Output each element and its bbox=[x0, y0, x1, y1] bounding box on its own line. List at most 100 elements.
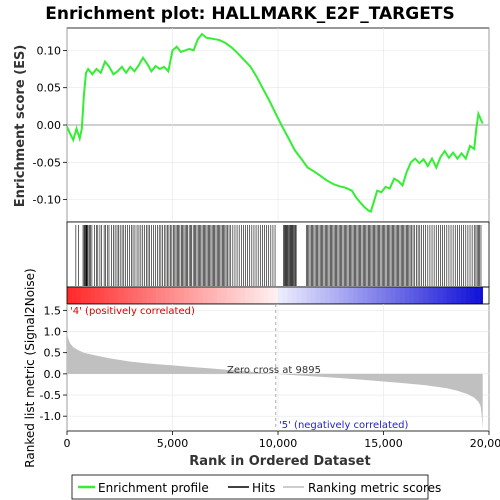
negative-correlation-label: '5' (negatively correlated) bbox=[279, 420, 408, 431]
color-bar-segment bbox=[137, 287, 143, 304]
x-tick-label: 15,000 bbox=[364, 437, 403, 450]
metric-y-tick-label: 0.5 bbox=[44, 347, 62, 360]
color-bar-segment bbox=[90, 287, 96, 304]
color-bar-segment bbox=[423, 287, 429, 304]
color-bar-segment bbox=[310, 287, 316, 304]
color-bar-segment bbox=[259, 287, 265, 304]
color-bar-segment bbox=[184, 287, 190, 304]
color-bar-segment bbox=[404, 287, 410, 304]
color-bar-segment bbox=[395, 287, 401, 304]
color-bar-segment bbox=[245, 287, 251, 304]
color-bar-segment bbox=[95, 287, 101, 304]
color-bar-segment bbox=[198, 287, 204, 304]
color-bar-segment bbox=[193, 287, 199, 304]
color-bar-segment bbox=[249, 287, 255, 304]
color-bar-segment bbox=[296, 287, 302, 304]
rank-x-ticks: 0 5,000 10,000 15,000 20,000 bbox=[64, 431, 500, 450]
color-bar-segment bbox=[174, 287, 180, 304]
metric-y-tick-label: -0.5 bbox=[40, 389, 61, 402]
es-y-tick-label: -0.10 bbox=[33, 194, 61, 207]
color-bar-segment bbox=[109, 287, 115, 304]
color-bar-segment bbox=[465, 287, 471, 304]
x-tick-label: 5,000 bbox=[157, 437, 189, 450]
color-bar-segment bbox=[278, 287, 283, 304]
color-bar-segment bbox=[71, 287, 77, 304]
color-bar-segment bbox=[470, 287, 476, 304]
color-bar-segment bbox=[254, 287, 260, 304]
color-bar-segment bbox=[315, 287, 321, 304]
legend-label-ranking-metric: Ranking metric scores bbox=[308, 481, 441, 495]
color-bar-segment bbox=[334, 287, 340, 304]
color-bar-segment bbox=[123, 287, 129, 304]
color-bar-segment bbox=[202, 287, 208, 304]
hit-marks bbox=[75, 225, 482, 286]
color-bar-segment bbox=[446, 287, 452, 304]
color-bar-segment bbox=[413, 287, 419, 304]
color-bar-segment bbox=[287, 287, 293, 304]
rank-color-bar bbox=[67, 287, 483, 304]
color-bar-segment bbox=[165, 287, 171, 304]
color-bar-segment bbox=[127, 287, 133, 304]
color-bar-segment bbox=[460, 287, 466, 304]
metric-y-tick-label: -1.0 bbox=[40, 410, 61, 423]
color-bar-segment bbox=[113, 287, 119, 304]
color-bar-segment bbox=[160, 287, 166, 304]
color-bar-segment bbox=[81, 287, 87, 304]
color-bar-segment bbox=[76, 287, 82, 304]
metric-y-axis-label: Ranked list metric (Signal2Noise) bbox=[23, 268, 37, 467]
color-bar-segment bbox=[353, 287, 359, 304]
color-bar-segment bbox=[418, 287, 424, 304]
color-bar-segment bbox=[273, 287, 279, 304]
color-bar-segment bbox=[362, 287, 368, 304]
color-bar-segment bbox=[118, 287, 124, 304]
positive-correlation-label: '4' (positively correlated) bbox=[70, 306, 195, 317]
ranked-metric-area bbox=[67, 327, 483, 429]
color-bar-segment bbox=[432, 287, 438, 304]
metric-y-tick-label: 0.0 bbox=[44, 368, 62, 381]
color-bar-segment bbox=[338, 287, 344, 304]
color-bar-segment bbox=[456, 287, 462, 304]
color-bar-segment bbox=[282, 287, 288, 304]
color-bar-segment bbox=[217, 287, 223, 304]
color-bar-segment bbox=[221, 287, 227, 304]
legend-label-hits: Hits bbox=[252, 481, 275, 495]
color-bar-segment bbox=[474, 287, 480, 304]
color-bar-segment bbox=[99, 287, 105, 304]
color-bar-segment bbox=[428, 287, 434, 304]
color-bar-segment bbox=[343, 287, 349, 304]
es-y-ticks: -0.10 -0.05 0.00 0.05 0.10 bbox=[33, 44, 67, 207]
color-bar-segment bbox=[268, 287, 274, 304]
es-grid bbox=[66, 28, 490, 222]
es-y-tick-label: -0.05 bbox=[33, 156, 61, 169]
x-tick-label: 0 bbox=[64, 437, 71, 450]
legend-label-enrichment-profile: Enrichment profile bbox=[98, 481, 209, 495]
zero-cross-label: Zero cross at 9895 bbox=[227, 365, 321, 376]
legend-box bbox=[71, 474, 429, 500]
color-bar-segment bbox=[437, 287, 443, 304]
color-bar-segment bbox=[263, 287, 269, 304]
es-y-tick-label: 0.05 bbox=[37, 82, 62, 95]
color-bar-segment bbox=[348, 287, 354, 304]
color-bar-segment bbox=[85, 287, 91, 304]
metric-y-tick-label: 1.0 bbox=[44, 326, 62, 339]
color-bar-segment bbox=[170, 287, 176, 304]
color-bar-segment bbox=[188, 287, 194, 304]
color-bar-segment bbox=[385, 287, 391, 304]
color-bar-segment bbox=[306, 287, 312, 304]
color-bar-segment bbox=[142, 287, 148, 304]
color-bar-segment bbox=[399, 287, 405, 304]
x-tick-label: 10,000 bbox=[259, 437, 298, 450]
color-bar-segment bbox=[371, 287, 377, 304]
color-bar-segment bbox=[207, 287, 213, 304]
color-bar-segment bbox=[320, 287, 326, 304]
metric-y-ticks: -1.0 -0.5 0.0 0.5 1.0 1.5 bbox=[40, 304, 67, 423]
color-bar-segment bbox=[451, 287, 457, 304]
metric-y-tick-label: 1.5 bbox=[44, 304, 62, 317]
color-bar-segment bbox=[442, 287, 448, 304]
metric-grid bbox=[66, 304, 490, 431]
color-bar-segment bbox=[381, 287, 387, 304]
color-bar-segment bbox=[156, 287, 162, 304]
color-bar-segment bbox=[132, 287, 138, 304]
color-bar-segment bbox=[292, 287, 298, 304]
